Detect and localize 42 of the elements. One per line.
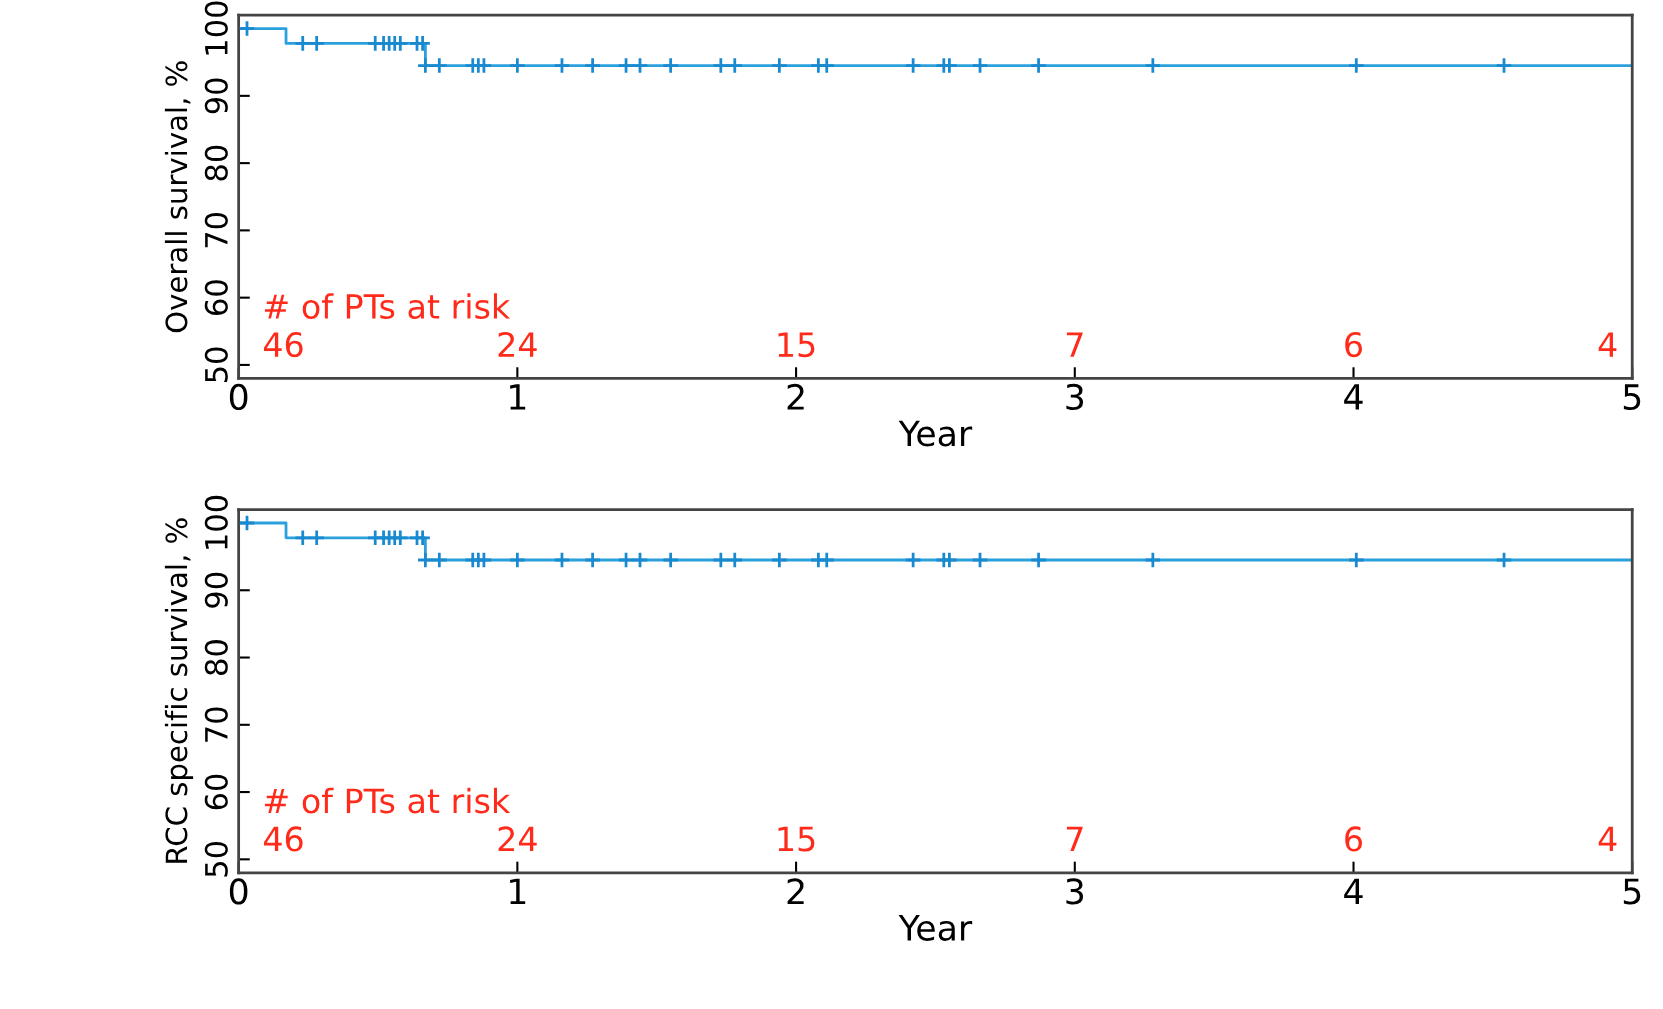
y-tick-label: 70 — [204, 707, 228, 742]
annotation: 46 — [263, 331, 303, 358]
y-tick-label: 50 — [204, 841, 228, 877]
annotation: 4 — [1598, 826, 1617, 852]
x-tick-label: 3 — [1066, 383, 1084, 411]
annotation: 24 — [498, 331, 537, 357]
y-tick-label: 100 — [204, 495, 228, 549]
y-tick-label: 60 — [204, 774, 228, 810]
annotation: 6 — [1345, 826, 1363, 852]
annotation: # of PTs at risk — [264, 293, 511, 320]
x-tick-label: 0 — [229, 878, 248, 905]
annotation: 7 — [1066, 826, 1083, 852]
y-axis-title: Overall survival, % — [164, 61, 191, 333]
y-tick-label: 70 — [204, 212, 228, 248]
x-tick-label: 1 — [510, 384, 526, 410]
x-tick-label: 5 — [1623, 384, 1641, 411]
x-tick-label: 5 — [1623, 878, 1641, 905]
y-tick-label: 80 — [204, 640, 228, 675]
y-tick-label: 90 — [204, 572, 228, 608]
x-axis-title: Year — [898, 420, 973, 447]
x-tick-label: 3 — [1066, 878, 1084, 905]
annotation: 15 — [778, 332, 815, 358]
annotation: 4 — [1598, 332, 1617, 357]
y-tick-label: 50 — [204, 347, 228, 382]
annotation: 15 — [778, 826, 815, 852]
y-tick-label: 100 — [204, 1, 228, 55]
x-axis-title: Year — [898, 915, 973, 941]
x-tick-label: 2 — [787, 383, 804, 410]
x-tick-label: 2 — [787, 878, 804, 905]
x-tick-label: 4 — [1344, 384, 1363, 410]
annotation: 6 — [1345, 331, 1363, 358]
y-tick-label: 90 — [204, 78, 228, 114]
annotation: 24 — [498, 826, 537, 852]
annotation: 46 — [263, 826, 303, 852]
annotation: 7 — [1066, 332, 1083, 357]
x-tick-label: 4 — [1344, 878, 1363, 905]
x-tick-label: 1 — [510, 878, 526, 905]
y-tick-label: 80 — [204, 145, 228, 181]
y-tick-label: 60 — [204, 280, 228, 315]
annotation: # of PTs at risk — [264, 787, 511, 814]
x-tick-label: 0 — [229, 383, 248, 411]
y-axis-title: RCC specific survival, % — [164, 518, 194, 863]
